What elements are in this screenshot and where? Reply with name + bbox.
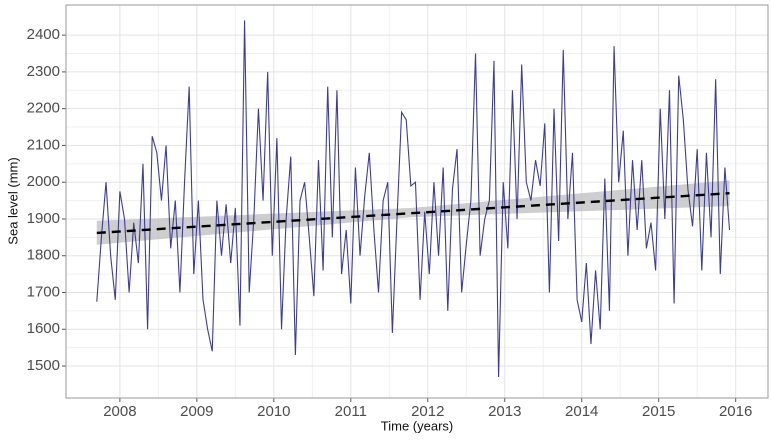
- panel-border: [65, 4, 769, 399]
- y-tick-label: 1800: [27, 247, 60, 264]
- y-tick-label: 2200: [27, 100, 60, 117]
- y-tick-label: 1700: [27, 283, 60, 300]
- x-tick-label: 2015: [642, 403, 675, 420]
- x-tick-label: 2013: [488, 403, 521, 420]
- y-tick-label: 1900: [27, 210, 60, 227]
- y-tick-label: 2100: [27, 136, 60, 153]
- trend-line: [96, 192, 730, 235]
- y-tick-label: 2400: [27, 26, 60, 43]
- x-tick-label: 2014: [565, 403, 598, 420]
- y-tick-label: 1600: [27, 320, 60, 337]
- x-tick-label: 2010: [257, 403, 290, 420]
- data-line: [96, 20, 731, 378]
- y-tick-label: 1500: [27, 357, 60, 374]
- y-tick-label: 2300: [27, 63, 60, 80]
- x-tick-label: 2012: [411, 403, 444, 420]
- x-tick-label: 2011: [335, 403, 367, 420]
- x-tick-label: 2016: [719, 403, 752, 420]
- x-tick-label: 2009: [180, 403, 213, 420]
- x-axis-title: Time (years): [381, 418, 453, 433]
- plot-area: 2008 2009 2010 2011 2012 2013 2014 2015 2016 1500…: [27, 4, 769, 420]
- y-tick-label: 2000: [27, 173, 60, 190]
- y-axis-title: Sea level (mm): [5, 157, 20, 244]
- x-tick-label: 2008: [103, 403, 136, 420]
